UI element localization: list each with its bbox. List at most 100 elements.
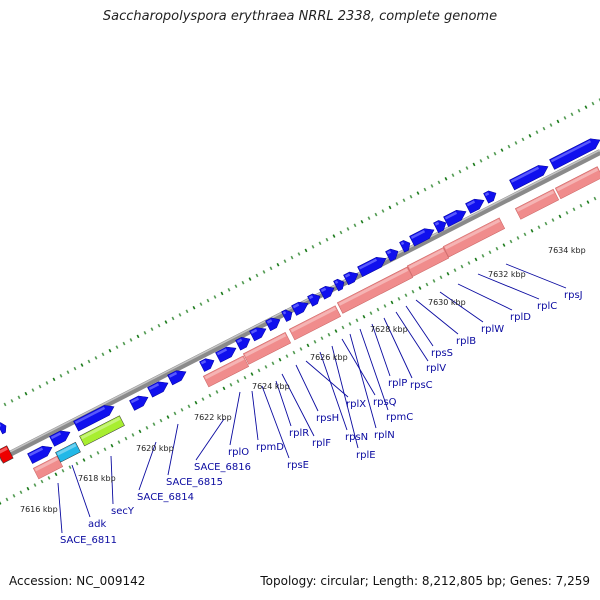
tick-dot bbox=[278, 357, 282, 362]
tick-dot bbox=[145, 425, 149, 430]
tick-dot bbox=[213, 295, 217, 299]
tick-dot bbox=[551, 218, 555, 222]
cds-feature bbox=[433, 220, 447, 234]
tick-dot bbox=[117, 440, 121, 444]
tick-dot bbox=[395, 202, 399, 206]
tick-dot bbox=[103, 447, 107, 452]
tick-dots bbox=[0, 98, 600, 505]
tick-dot bbox=[376, 307, 380, 312]
tick-dot bbox=[3, 402, 7, 407]
tick-dot bbox=[192, 305, 196, 310]
label-leader bbox=[251, 390, 259, 441]
label-leader bbox=[331, 345, 359, 449]
label-leader bbox=[383, 317, 413, 379]
gene-feature bbox=[514, 188, 560, 220]
tick-dot bbox=[598, 98, 600, 102]
tick-dot bbox=[374, 212, 378, 217]
gene-feature bbox=[442, 217, 506, 258]
tick-dot bbox=[495, 246, 499, 251]
tick-dot bbox=[271, 361, 275, 366]
tick-dot bbox=[115, 345, 119, 349]
label-leader bbox=[167, 423, 179, 476]
tick-dot bbox=[229, 383, 233, 387]
gene-label: rpsQ bbox=[373, 397, 397, 408]
tick-dot bbox=[388, 205, 392, 210]
tick-dot bbox=[458, 169, 462, 174]
tick-dot bbox=[411, 289, 415, 294]
tick-dot bbox=[439, 275, 443, 280]
tick-dot bbox=[283, 259, 287, 263]
tick-dot bbox=[52, 377, 56, 382]
tick-dot bbox=[241, 280, 245, 285]
tick-dot bbox=[409, 194, 413, 199]
tick-dot bbox=[397, 297, 401, 301]
gene-label: rplX bbox=[346, 399, 366, 410]
tick-dot bbox=[199, 302, 203, 306]
tick-dot bbox=[472, 162, 476, 167]
kbp-label: 7620 kbp bbox=[136, 444, 174, 453]
tick-dot bbox=[285, 354, 289, 358]
tick-dot bbox=[318, 241, 322, 246]
tick-dot bbox=[80, 363, 84, 367]
tick-dot bbox=[493, 151, 497, 156]
gene-feature bbox=[242, 331, 292, 365]
tick-dot bbox=[110, 443, 114, 448]
tick-dot bbox=[47, 476, 51, 480]
tick-dot bbox=[584, 105, 588, 109]
gene-label: adk bbox=[88, 519, 106, 530]
tick-dot bbox=[12, 494, 16, 498]
tick-dot bbox=[535, 130, 539, 135]
tick-dot bbox=[402, 198, 406, 203]
tick-dot bbox=[556, 119, 560, 124]
tick-dot bbox=[593, 196, 597, 201]
gene-label: rplC bbox=[537, 301, 557, 312]
cds-feature bbox=[265, 317, 281, 332]
gene-label: SACE_6811 bbox=[60, 535, 117, 546]
feature-track bbox=[0, 138, 600, 480]
tick-dot bbox=[521, 137, 525, 142]
kbp-label: 7622 kbp bbox=[194, 413, 232, 422]
tick-dot bbox=[180, 408, 184, 412]
tick-dot bbox=[348, 322, 352, 326]
tick-dot bbox=[227, 288, 231, 292]
tick-dot bbox=[507, 144, 511, 149]
tick-dot bbox=[362, 314, 366, 319]
cds-feature bbox=[333, 278, 345, 292]
tick-dot bbox=[332, 234, 336, 238]
tick-dot bbox=[33, 483, 37, 487]
kbp-label: 7628 kbp bbox=[370, 325, 408, 334]
cds-feature bbox=[73, 405, 115, 432]
tick-dot bbox=[528, 134, 532, 138]
tick-dot bbox=[243, 375, 247, 380]
tick-dot bbox=[75, 461, 79, 466]
label-leader bbox=[305, 360, 349, 398]
cds-feature bbox=[129, 395, 149, 411]
tick-dot bbox=[474, 257, 478, 262]
cds-feature bbox=[147, 381, 169, 398]
tick-dot bbox=[558, 214, 562, 219]
tick-dot bbox=[5, 497, 9, 502]
tick-dot bbox=[215, 390, 219, 394]
gene-label: SACE_6815 bbox=[166, 477, 223, 488]
tick-dot bbox=[143, 331, 147, 335]
tick-dot bbox=[334, 329, 338, 333]
tick-dot bbox=[460, 264, 464, 269]
kbp-label: 7616 kbp bbox=[20, 505, 58, 514]
cds-feature bbox=[483, 190, 497, 204]
gene-label: rpsC bbox=[410, 380, 433, 391]
tick-dot bbox=[159, 418, 163, 423]
tick-dot bbox=[38, 384, 42, 389]
tick-dot bbox=[467, 261, 471, 265]
cds-feature bbox=[319, 286, 335, 300]
tick-dot bbox=[206, 298, 210, 303]
gene-label: rplN bbox=[374, 430, 395, 441]
tick-dot bbox=[208, 393, 212, 398]
kbp-label: 7634 kbp bbox=[548, 246, 586, 255]
kbp-label: 7630 kbp bbox=[428, 298, 466, 307]
tick-dot bbox=[304, 248, 308, 253]
tick-dot bbox=[430, 184, 434, 188]
tick-dot bbox=[416, 191, 420, 195]
label-leader bbox=[505, 263, 567, 289]
tick-dot bbox=[129, 338, 133, 342]
label-leader bbox=[415, 299, 459, 335]
